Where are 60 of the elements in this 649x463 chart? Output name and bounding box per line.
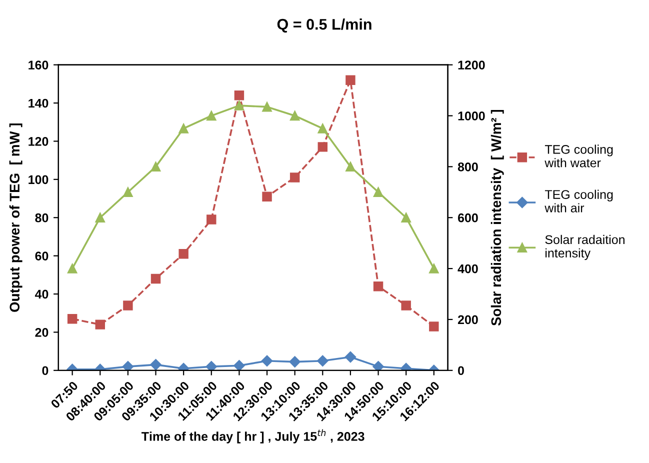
y-tick-label: 40: [34, 290, 48, 299]
y-tick-label: 20: [35, 328, 48, 337]
point: [178, 249, 188, 259]
point: [95, 212, 105, 222]
point: [401, 212, 411, 222]
y-tick-label: 0: [42, 366, 48, 376]
point: [206, 214, 216, 224]
y-tick-label: 160: [28, 60, 48, 70]
point: [123, 300, 133, 310]
y2-tick-label: 0: [458, 366, 464, 376]
point: [346, 75, 356, 85]
point: [67, 314, 78, 324]
y-tick-label: 100: [28, 175, 48, 184]
point: [67, 264, 78, 274]
point: [178, 124, 188, 134]
point: [123, 187, 133, 198]
point: [234, 100, 244, 110]
point: [290, 172, 300, 182]
point: [373, 187, 384, 198]
point: [289, 356, 300, 368]
point: [317, 355, 328, 366]
point: [206, 110, 216, 121]
point: [429, 322, 439, 332]
legend-label: TEG cooling with water: [544, 144, 613, 168]
point: [206, 360, 217, 370]
point: [290, 110, 300, 121]
point: [318, 142, 328, 152]
point: [346, 162, 356, 172]
point: [344, 351, 356, 363]
point: [261, 355, 273, 366]
legend-label: TEG cooling with air: [544, 190, 613, 212]
point: [262, 102, 272, 112]
y2-tick-label: 1200: [458, 60, 485, 70]
y2-tick-label: 800: [458, 162, 478, 172]
point: [373, 282, 384, 292]
x-axis-title: Time of the day [ hr ] , July 15$^{th}$ , 2023: [142, 429, 364, 444]
point: [401, 300, 411, 310]
y-tick-label: 80: [35, 213, 48, 222]
y-tick-label: 140: [28, 98, 48, 108]
y-axis-title: Output power of TEG [ mW ]: [9, 123, 22, 312]
y-tick-label: 60: [35, 252, 48, 260]
point: [122, 360, 134, 370]
y-tick-label: 120: [28, 137, 48, 146]
point: [95, 320, 105, 330]
point: [262, 192, 272, 202]
legend-label: Solar radaition intensity: [545, 234, 624, 260]
point: [234, 90, 244, 100]
point: [318, 124, 328, 134]
y2-tick-label: 200: [458, 315, 478, 324]
chart-title: Q = 0.5 L/min: [277, 18, 372, 33]
point: [150, 274, 161, 284]
y2-tick-label: 600: [458, 213, 478, 222]
point: [150, 359, 162, 370]
y2-tick-label: 1000: [458, 112, 485, 120]
point: [234, 360, 245, 370]
y2-tick-label: 400: [458, 264, 478, 274]
point: [372, 360, 384, 370]
y2-axis-title: Solar radiation intensity [ W/m² ]: [490, 110, 504, 326]
point: [429, 264, 439, 274]
point: [150, 162, 161, 172]
